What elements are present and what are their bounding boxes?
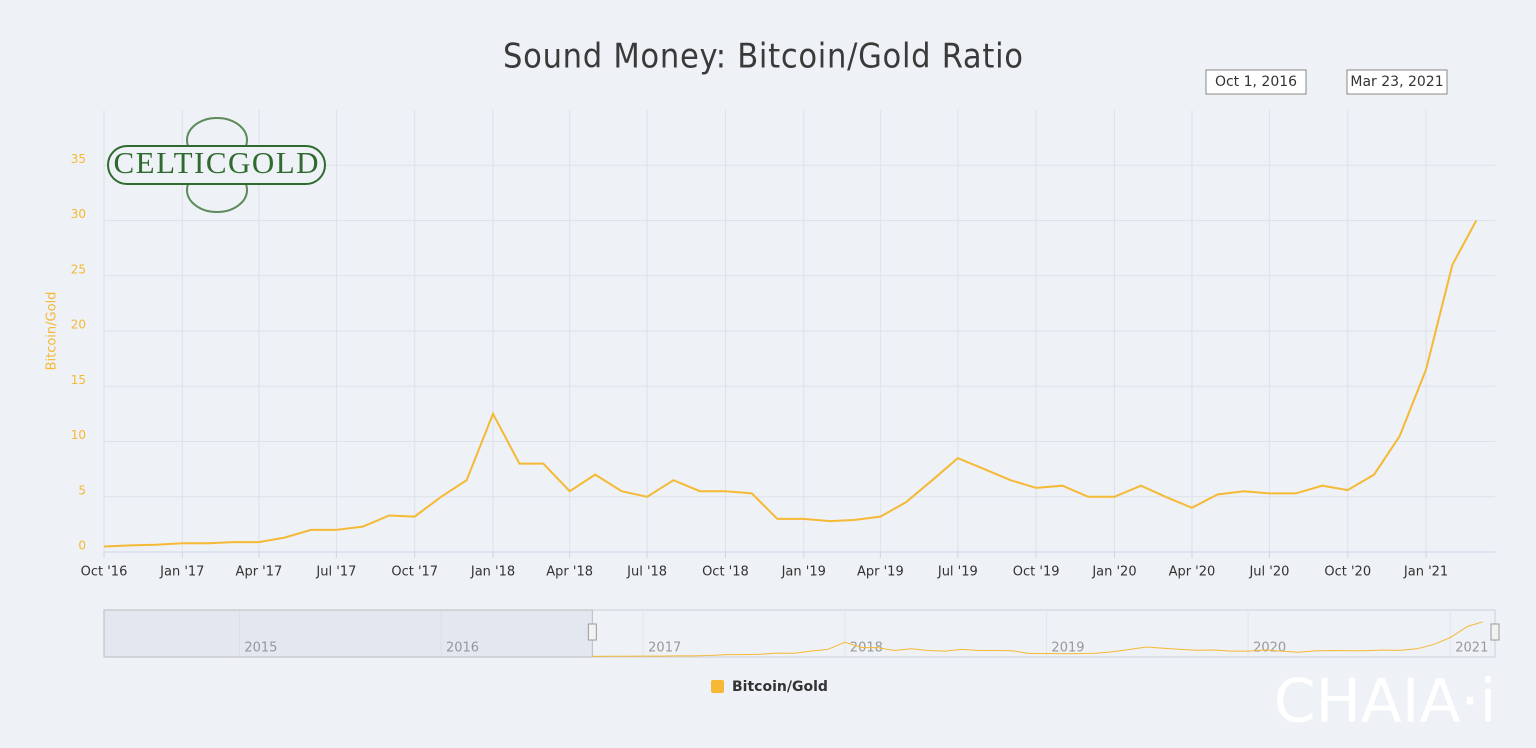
x-tick-label: Oct '20 — [1324, 565, 1371, 580]
x-tick-label: Jul '17 — [315, 565, 356, 580]
range-from-text[interactable]: Oct 1, 2016 — [1215, 74, 1297, 90]
x-tick-label: Jan '20 — [1091, 565, 1136, 580]
series-line — [103, 220, 1478, 548]
x-tick-label: Oct '18 — [702, 565, 749, 580]
navigator-handle[interactable] — [1490, 623, 1500, 641]
logo-band — [107, 145, 326, 185]
navigator-tick-label: 2017 — [648, 641, 681, 656]
range-box[interactable] — [1346, 69, 1448, 95]
y-tick-label: 35 — [71, 152, 86, 166]
y-axis-title: Bitcoin/Gold — [45, 292, 60, 371]
x-tick-label: Oct '17 — [391, 565, 438, 580]
x-tick-label: Jan '19 — [781, 565, 826, 580]
y-tick-label: 25 — [71, 262, 86, 276]
y-tick-label: 30 — [71, 207, 86, 221]
y-tick-label: 15 — [71, 373, 86, 387]
legend-label[interactable]: Bitcoin/Gold — [732, 679, 828, 695]
y-tick-label: 0 — [78, 539, 86, 553]
navigator-line — [592, 621, 1483, 657]
x-tick-label: Jul '20 — [1248, 565, 1289, 580]
legend-swatch — [711, 680, 724, 693]
y-tick-label: 10 — [71, 428, 86, 442]
x-tick-label: Apr '19 — [857, 565, 904, 580]
range-from[interactable]: Oct 1, 2016 — [1205, 69, 1307, 95]
navigator-tick-label: 2021 — [1455, 641, 1488, 656]
x-tick-label: Jan '21 — [1403, 565, 1448, 580]
navigator-tick-label: 2016 — [446, 641, 479, 656]
chart-title: Sound Money: Bitcoin/Gold Ratio — [503, 37, 1023, 77]
x-tick-label: Jan '18 — [470, 565, 515, 580]
navigator-tick-label: 2020 — [1253, 641, 1286, 656]
range-box[interactable] — [1205, 69, 1307, 95]
x-tick-label: Oct '16 — [81, 565, 128, 580]
x-tick-label: Apr '17 — [236, 565, 283, 580]
navigator-mask — [103, 609, 593, 658]
navigator-tick-label: 2019 — [1051, 641, 1084, 656]
range-to[interactable]: Mar 23, 2021 — [1346, 69, 1448, 95]
logo: CELTICGOLD — [107, 117, 326, 213]
watermark: CHAIA·i — [1274, 667, 1497, 737]
x-tick-label: Apr '20 — [1169, 565, 1216, 580]
x-tick-label: Apr '18 — [546, 565, 593, 580]
grid — [103, 110, 1495, 553]
x-tick-label: Oct '19 — [1013, 565, 1060, 580]
logo-text: CELTICGOLD — [114, 145, 319, 180]
x-tick-label: Jul '19 — [937, 565, 978, 580]
navigator-tick-label: 2015 — [244, 641, 277, 656]
x-tick-label: Jan '17 — [159, 565, 204, 580]
x-tick-label: Jul '18 — [626, 565, 667, 580]
y-tick-label: 5 — [78, 483, 86, 497]
y-tick-label: 20 — [71, 318, 86, 332]
navigator-handle[interactable] — [587, 623, 597, 641]
range-to-text[interactable]: Mar 23, 2021 — [1350, 74, 1443, 90]
